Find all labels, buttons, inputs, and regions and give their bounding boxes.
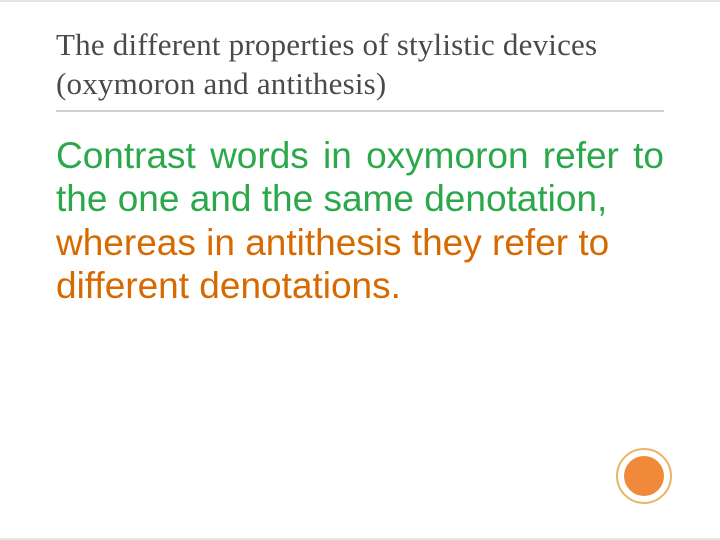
circle-fill — [624, 456, 664, 496]
slide-title: The different properties of stylistic de… — [56, 26, 664, 104]
slide-body: Contrast words in oxymoron refer to the … — [56, 134, 664, 309]
decorative-circle-icon — [616, 448, 672, 504]
title-divider — [56, 110, 664, 112]
oxymoron-text: Contrast words in oxymoron refer to the … — [56, 134, 664, 221]
antithesis-text: whereas in antithesis they refer to diff… — [56, 221, 664, 308]
circle-ring — [616, 448, 672, 504]
slide: The different properties of stylistic de… — [0, 0, 720, 540]
